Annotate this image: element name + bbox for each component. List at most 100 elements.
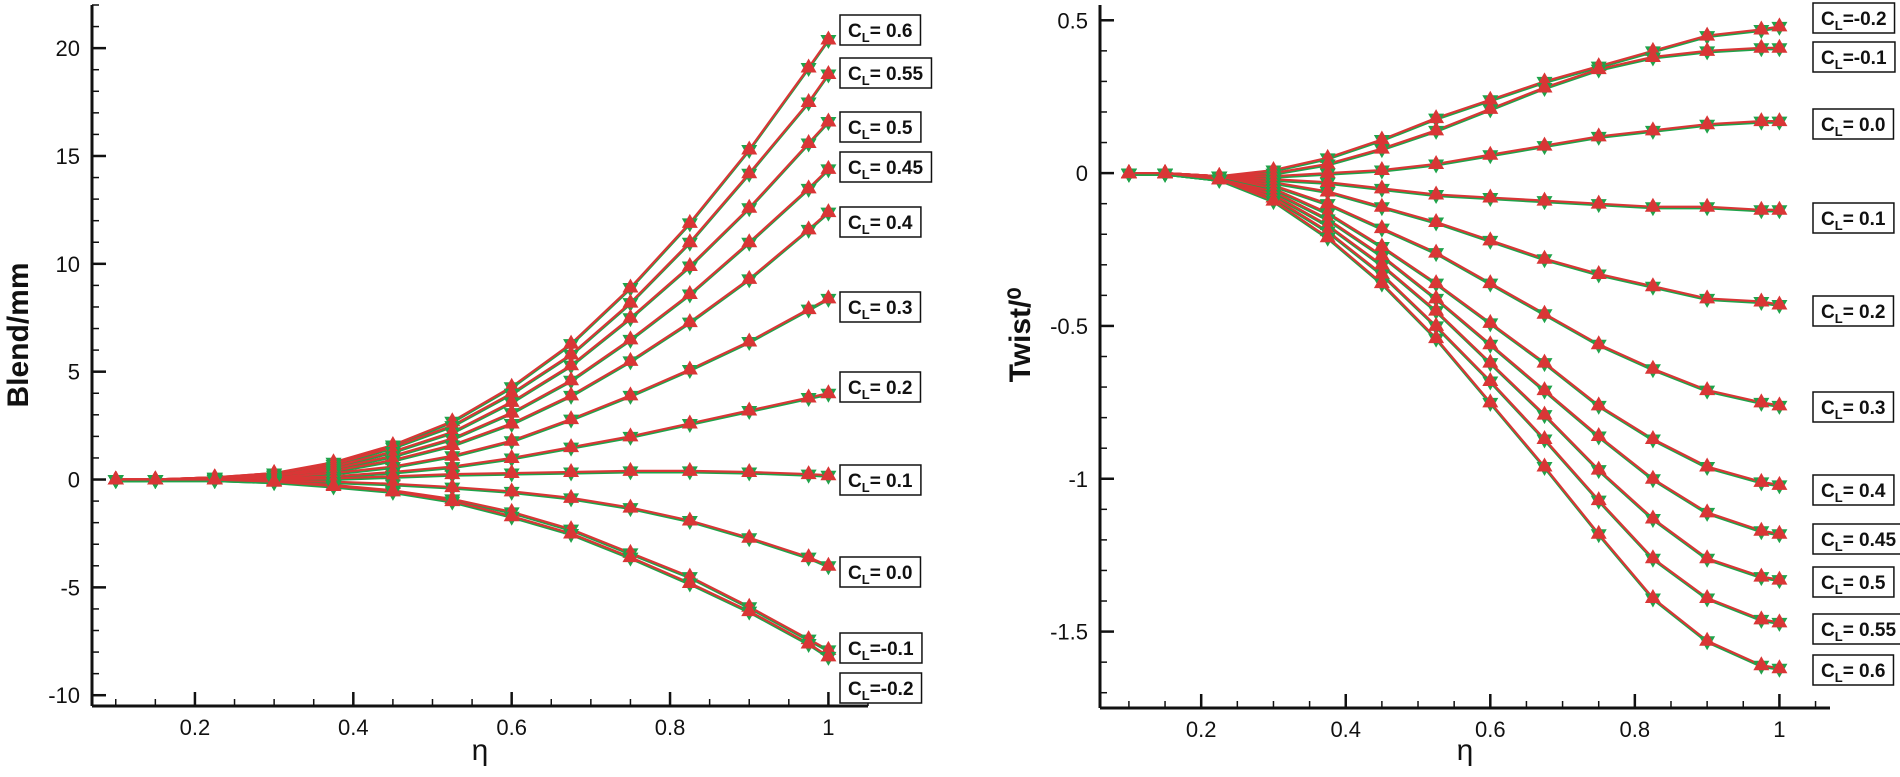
marker-red — [800, 634, 817, 649]
series-8 — [107, 470, 837, 576]
y-tick-label: -1 — [1068, 467, 1088, 492]
marker-red — [1373, 197, 1390, 212]
marker-red — [1644, 277, 1661, 292]
marker-red — [1753, 200, 1770, 215]
marker-red — [1319, 154, 1336, 169]
marker-red — [1482, 231, 1499, 246]
marker-red — [1373, 264, 1390, 279]
marker-red — [1771, 570, 1788, 585]
series-line-green — [1128, 173, 1780, 583]
marker-red — [1753, 610, 1770, 625]
marker-red — [503, 507, 520, 522]
marker-red — [1482, 274, 1499, 289]
marker-red — [1771, 17, 1788, 32]
curve-label: CL= 0.1 — [1812, 202, 1895, 234]
series-line-red — [115, 392, 829, 481]
marker-red — [503, 414, 520, 429]
curve-label: CL= 0.4 — [1812, 474, 1895, 506]
curve-label-box — [839, 57, 933, 89]
marker-red — [1373, 255, 1390, 270]
marker-red — [503, 482, 520, 497]
marker-red — [1753, 567, 1770, 582]
marker-red — [1644, 359, 1661, 374]
curve-label-box — [1812, 41, 1896, 73]
marker-red — [681, 461, 698, 476]
marker-red — [107, 470, 124, 485]
marker-red — [563, 334, 580, 349]
marker-red — [1482, 313, 1499, 328]
marker-red — [800, 58, 817, 73]
marker-red — [1699, 503, 1716, 518]
curve-label-box — [839, 206, 922, 238]
y-tick-label: -0.5 — [1050, 314, 1088, 339]
marker-red — [800, 300, 817, 315]
marker-red — [1428, 154, 1445, 169]
x-tick-label: 1 — [822, 715, 834, 740]
marker-red — [820, 30, 837, 45]
marker-red — [1482, 145, 1499, 160]
marker-red — [1373, 219, 1390, 234]
curve-label-box — [1812, 2, 1896, 34]
curve-label-text: CL= 0.55 — [1821, 620, 1896, 644]
series-line-red — [1128, 25, 1780, 178]
curve-label-box — [1812, 654, 1895, 686]
marker-red — [741, 140, 758, 155]
marker-red — [1536, 381, 1553, 396]
marker-red — [1319, 228, 1336, 243]
series-line-red — [1128, 172, 1780, 670]
series-10 — [107, 470, 837, 666]
marker-red — [1590, 60, 1607, 75]
y-axis-title: Blend/mm — [2, 262, 35, 407]
marker-red — [622, 330, 639, 345]
curve-label: CL= 0.6 — [1812, 654, 1895, 686]
series-line-red — [115, 38, 830, 481]
marker-red — [503, 392, 520, 407]
marker-red — [1699, 115, 1716, 130]
curve-label-text: CL= 0.2 — [1821, 302, 1885, 326]
marker-red — [1428, 243, 1445, 258]
curve-label-text: CL= 0.4 — [848, 213, 913, 237]
marker-red — [1319, 194, 1336, 209]
x-tick-label: 1 — [1773, 717, 1785, 742]
marker-red — [1644, 509, 1661, 524]
marker-red — [800, 465, 817, 480]
curve-label-box — [839, 14, 922, 46]
marker-red — [622, 293, 639, 308]
curve-label-text: CL= 0.0 — [848, 563, 912, 587]
curve-label-text: CL=-0.1 — [1821, 48, 1887, 72]
blend-chart: -10 -5 0 5 10 15 20 0.2 0.4 0.6 0.8 1 η Blend/mm CL= 0… — [2, 4, 933, 767]
marker-red — [1771, 396, 1788, 411]
marker-red — [1373, 179, 1390, 194]
marker-red — [1211, 170, 1228, 185]
series-line-red — [115, 168, 830, 481]
series-line-red — [1128, 172, 1780, 624]
marker-red — [1590, 396, 1607, 411]
marker-red — [1482, 335, 1499, 350]
marker-red — [444, 457, 461, 472]
twist-chart: -1.5 -1 -0.5 0 0.5 0.2 0.4 0.6 0.8 1 η Twist/⁰ CL=-0… — [1004, 2, 1900, 767]
curve-label-box — [839, 151, 933, 183]
marker-red — [444, 492, 461, 507]
y-tick-label: 20 — [56, 36, 80, 61]
marker-red — [503, 464, 520, 479]
marker-red — [1319, 182, 1336, 197]
marker-red — [1536, 405, 1553, 420]
curve-label: CL= 0.2 — [839, 371, 922, 403]
curve-label-box — [1812, 523, 1900, 555]
series-line-green — [115, 169, 830, 483]
series-5 — [1120, 164, 1788, 415]
curve-label: CL=-0.1 — [1812, 41, 1896, 73]
marker-red — [741, 164, 758, 179]
y-axis-title: Twist/⁰ — [1004, 288, 1037, 383]
marker-red — [1536, 304, 1553, 319]
x-tick-label: 0.6 — [1475, 717, 1506, 742]
marker-red — [622, 386, 639, 401]
series-line-green — [1128, 173, 1780, 308]
curve-label-box — [839, 371, 922, 403]
series-0 — [107, 30, 837, 490]
marker-red — [1428, 289, 1445, 304]
marker-red — [820, 289, 837, 304]
y-tick-label: 5 — [68, 360, 80, 385]
marker-red — [563, 356, 580, 371]
